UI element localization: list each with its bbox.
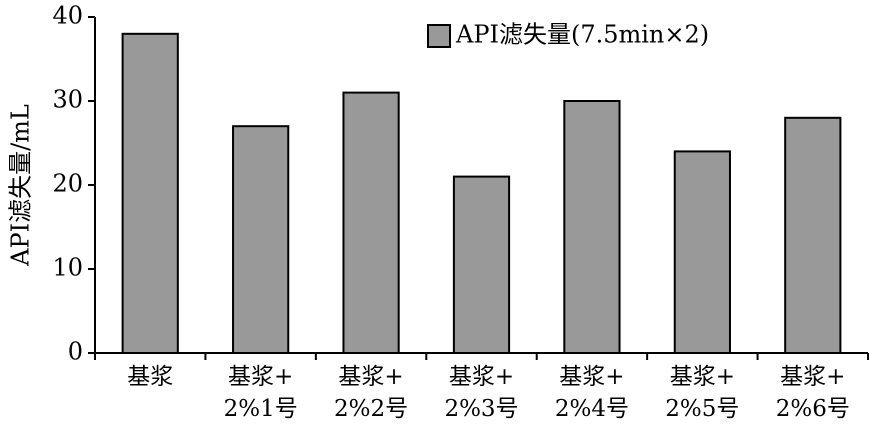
x-tick-label: 基浆+ 2%1号 (223, 364, 298, 422)
bar (563, 100, 621, 354)
legend-swatch (427, 24, 451, 48)
x-tick-label: 基浆+ 2%6号 (775, 364, 850, 422)
y-tick-label: 0 (68, 338, 83, 366)
bar (784, 116, 842, 354)
bar (452, 175, 511, 354)
x-tick-label: 基浆+ 2%2号 (334, 364, 409, 422)
bar (232, 125, 290, 354)
y-tick-label: 10 (52, 254, 83, 282)
x-tick-label: 基浆 (127, 364, 174, 390)
y-tick-label: 20 (52, 170, 83, 198)
x-tick-label: 基浆+ 2%3号 (444, 364, 519, 422)
y-tick-label: 30 (52, 86, 83, 114)
bar (673, 150, 731, 354)
y-tick-label: 40 (52, 2, 83, 30)
legend-label: API滤失量(7.5min×2) (455, 21, 709, 49)
y-axis-label: API滤失量/mL (7, 104, 35, 267)
bar (342, 91, 400, 354)
x-tick-label: 基浆+ 2%5号 (665, 364, 740, 422)
x-tick-label: 基浆+ 2%4号 (554, 364, 629, 422)
bar (121, 32, 179, 355)
